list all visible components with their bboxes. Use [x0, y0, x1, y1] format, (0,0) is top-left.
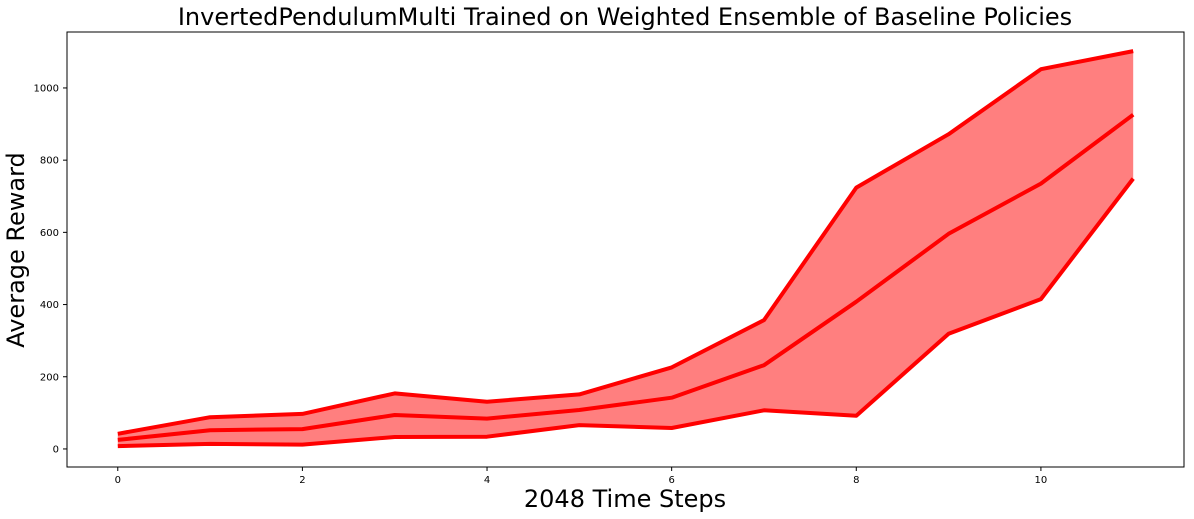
x-axis: 0 2 4 6 8 10 [115, 467, 1048, 486]
y-tick-label: 600 [40, 228, 59, 239]
y-tick-label: 200 [40, 372, 59, 383]
band-fill [117, 51, 1134, 447]
x-tick-label: 8 [853, 475, 859, 486]
axes-frame [66, 31, 1185, 468]
x-tick-label: 2 [299, 475, 305, 486]
x-tick-label: 10 [1035, 475, 1048, 486]
y-axis: 0 200 400 600 800 1000 [34, 83, 67, 455]
lower-line [117, 177, 1135, 449]
y-tick-label: 1000 [34, 83, 59, 94]
x-axis-label: 2048 Time Steps [524, 485, 726, 513]
y-tick-label: 0 [53, 444, 59, 455]
y-axis-label: Average Reward [2, 152, 30, 348]
chart-title: InvertedPendulumMulti Trained on Weighte… [178, 3, 1072, 31]
y-tick-label: 800 [40, 156, 59, 167]
x-tick-label: 0 [115, 475, 121, 486]
mean-line [117, 113, 1135, 442]
upper-line [117, 49, 1134, 436]
x-tick-label: 4 [484, 475, 490, 486]
plot-area [117, 49, 1135, 449]
x-tick-label: 6 [668, 475, 674, 486]
y-tick-label: 400 [40, 300, 59, 311]
